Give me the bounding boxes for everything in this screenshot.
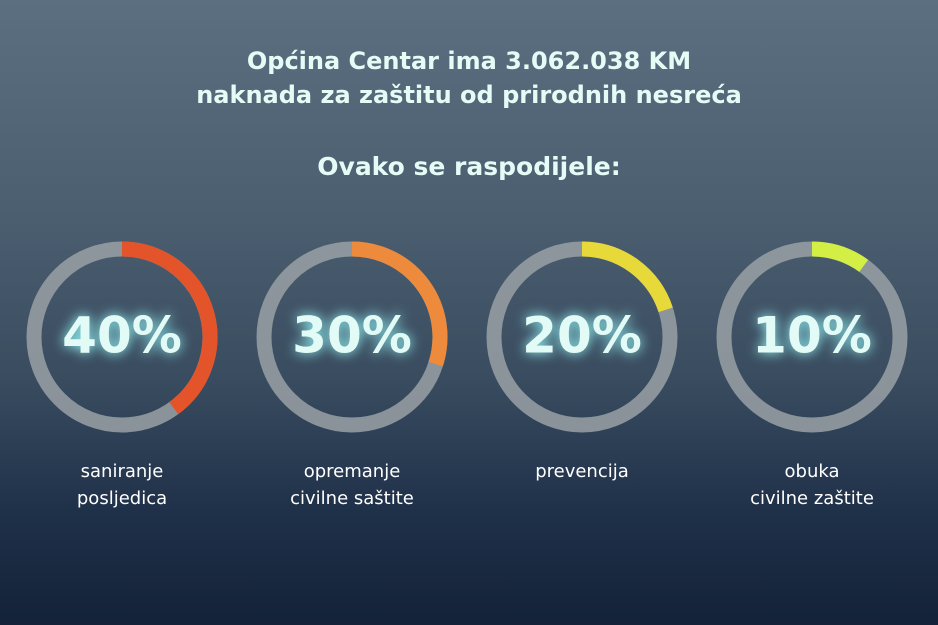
donut-segment [581,241,673,313]
category-label: opremanje civilne saštite [290,461,414,509]
chart-title: Općina Centar ima 3.062.038 KM naknada z… [196,47,742,109]
category-label: saniranje posljedica [76,461,168,509]
category-label: prevencija [535,461,629,482]
donut-segment [121,241,218,415]
value-label: 20% [522,307,642,365]
donut-segment [351,241,448,367]
donut-segment [811,241,869,273]
value-label: 30% [292,307,412,365]
chart-subtitle: Ovako se raspodijele: [317,152,621,181]
category-label: obuka civilne zaštite [750,461,874,509]
value-label: 40% [62,307,182,365]
value-label: 10% [752,307,872,365]
